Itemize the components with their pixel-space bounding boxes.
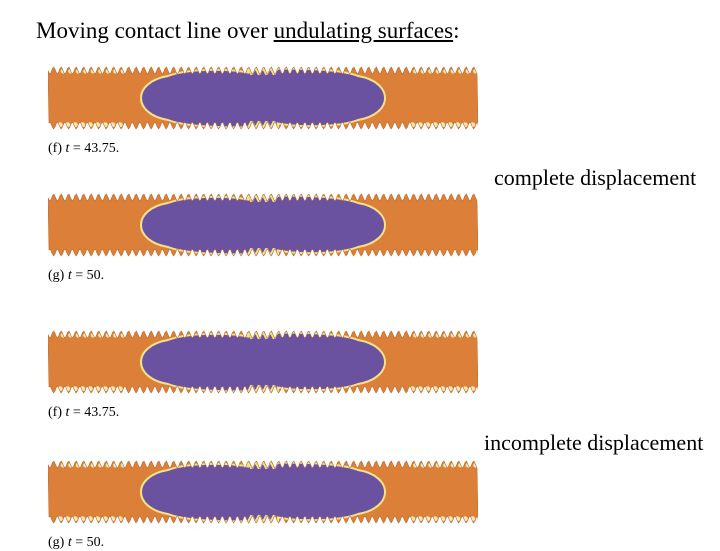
title-underline: undulating surfaces (274, 18, 453, 43)
panel-svg (48, 193, 478, 257)
invading-fluid (141, 333, 385, 392)
panel-value: = 50. (75, 268, 104, 283)
invading-fluid (141, 463, 385, 522)
page-title: Moving contact line over undulating surf… (36, 18, 459, 44)
panel-value: = 43.75. (73, 405, 119, 420)
panel-var: t (66, 405, 73, 420)
panel-tag: (g) (48, 535, 64, 550)
panel-tag: (f) (48, 405, 62, 420)
panel-tag: (f) (48, 141, 62, 156)
simulation-panel: (g) t = 50. (48, 193, 478, 284)
panel-svg (48, 66, 478, 130)
panel-value: = 50. (75, 535, 104, 550)
invading-fluid (141, 196, 385, 255)
complete-displacement-label: complete displacement (494, 165, 696, 191)
panel-svg (48, 330, 478, 394)
panel-caption: (f) t = 43.75. (48, 405, 478, 421)
title-colon: : (453, 18, 459, 43)
incomplete-displacement-label: incomplete displacement (484, 430, 703, 456)
panel-caption: (f) t = 43.75. (48, 141, 478, 157)
simulation-panel: (g) t = 50. (48, 460, 478, 551)
panel-caption: (g) t = 50. (48, 268, 478, 284)
panel-value: = 43.75. (73, 141, 119, 156)
panel-caption: (g) t = 50. (48, 535, 478, 551)
panel-svg (48, 460, 478, 524)
panel-tag: (g) (48, 268, 64, 283)
simulation-panel: (f) t = 43.75. (48, 330, 478, 421)
invading-fluid (141, 69, 385, 128)
simulation-panel: (f) t = 43.75. (48, 66, 478, 157)
title-prefix: Moving contact line over (36, 18, 274, 43)
panel-var: t (66, 141, 73, 156)
